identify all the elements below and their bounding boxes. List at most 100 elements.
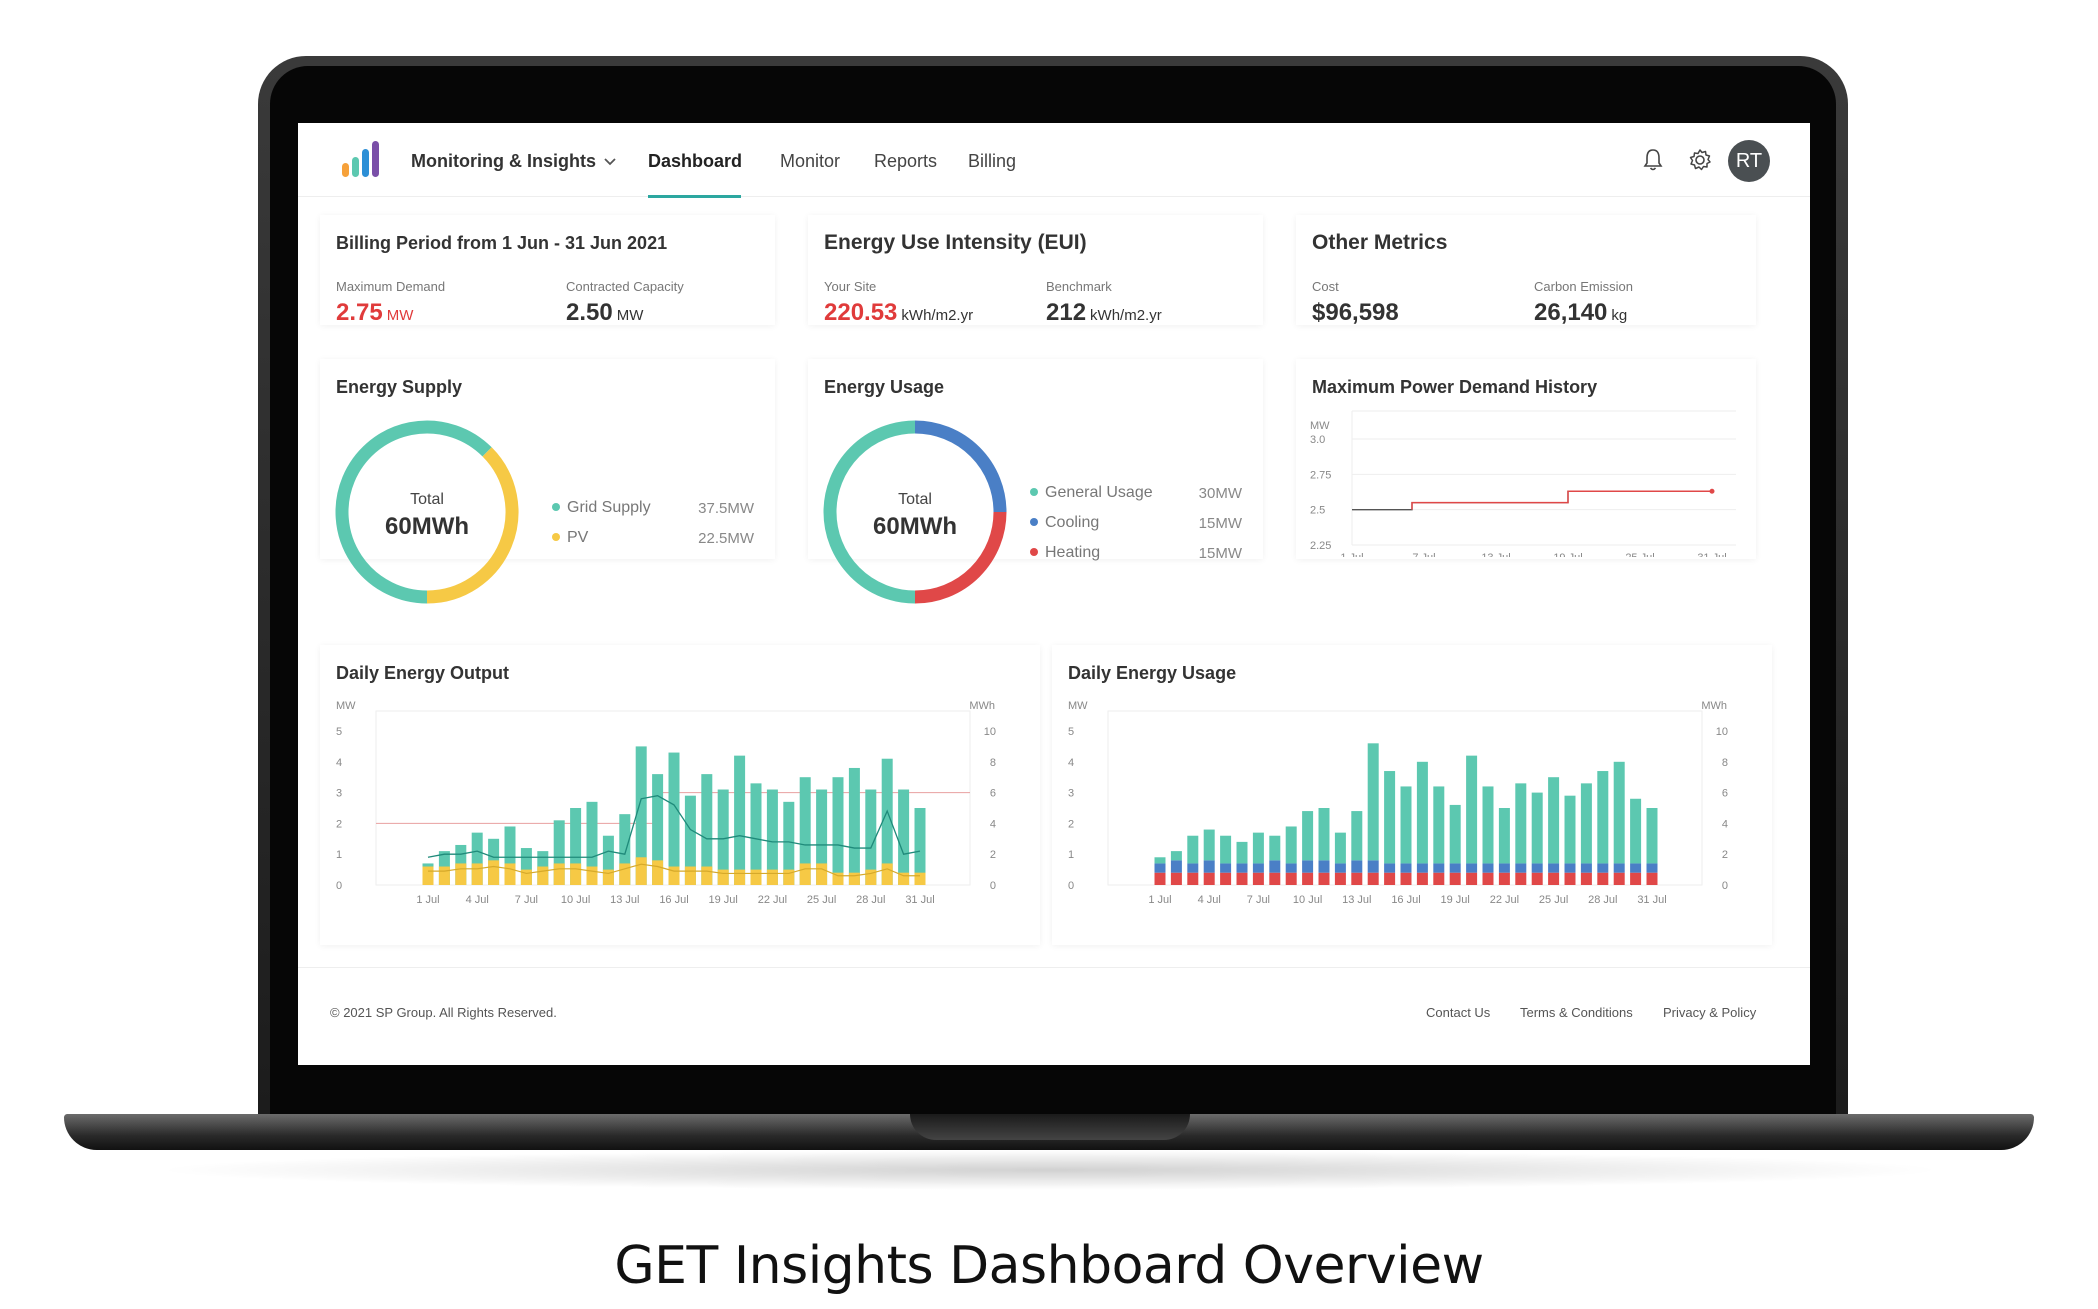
general-usage-label: General Usage [1045, 484, 1153, 501]
pv-trend-line [428, 863, 920, 877]
bar-pv [602, 869, 614, 885]
nav-dashboard[interactable]: Dashboard [648, 151, 743, 171]
footer-contact-link[interactable]: Contact Us [1426, 1005, 1491, 1020]
max-demand-number: 2.75 [336, 299, 383, 326]
bar-general-usage [1580, 783, 1592, 864]
max-demand-history-title: Maximum Power Demand History [1312, 377, 1598, 397]
bar-heating [1351, 872, 1363, 885]
energy-supply-donut[interactable] [332, 417, 522, 607]
max-demand-unit: MW [386, 307, 414, 324]
bar-grid-supply [750, 783, 762, 885]
bar-general-usage [1236, 841, 1248, 864]
energy-usage-donut[interactable] [820, 417, 1010, 607]
benchmark-label: Benchmark [1046, 279, 1112, 294]
daily-energy-usage-title: Daily Energy Usage [1068, 663, 1237, 683]
bar-grid-supply [520, 848, 532, 885]
bar-grid-supply [635, 746, 647, 885]
bar-pv [816, 863, 828, 885]
bar-heating [1334, 872, 1346, 885]
bar-cooling [1187, 863, 1199, 873]
app-logo-icon[interactable] [342, 139, 390, 179]
legend-general-usage: General Usage [1030, 484, 1153, 502]
legend-grid-supply: Grid Supply [552, 499, 651, 517]
energy-usage-card: Energy Usage Total 60MWh General Usage 3… [808, 359, 1263, 604]
user-avatar[interactable]: RT [1728, 140, 1770, 182]
gear-icon[interactable] [1685, 145, 1715, 175]
y-tick-right: 10 [1716, 726, 1728, 738]
max-demand-value: 2.75 MW [336, 299, 413, 327]
bar-pv [422, 866, 434, 885]
bar-heating [1203, 872, 1215, 885]
bar-pv [865, 869, 877, 885]
bar-general-usage [1466, 755, 1478, 864]
x-tick-label: 7 Jul [1412, 552, 1435, 557]
bar-pv [668, 866, 680, 885]
bar-grid-supply [799, 777, 811, 885]
nav-reports[interactable]: Reports [874, 151, 938, 171]
nav-billing[interactable]: Billing [968, 151, 1017, 171]
bar-cooling [1498, 863, 1510, 873]
bar-general-usage [1531, 792, 1543, 864]
product-switcher[interactable]: Monitoring & Insights [411, 151, 596, 171]
active-tab-indicator [648, 195, 741, 198]
bar-grid-supply [717, 789, 729, 885]
donut-slice-pv [426, 447, 519, 604]
carbon-label: Carbon Emission [1534, 279, 1633, 294]
bar-general-usage [1170, 851, 1182, 861]
bar-cooling [1252, 863, 1264, 873]
daily-energy-usage-chart[interactable]: MW MWh 5 10 4 8 3 6 2 4 1 2 0 0 1 Jul 4 Jul 7 Jul 10 Jul 1… [1052, 689, 1772, 943]
bar-heating [1646, 872, 1658, 885]
billing-title: Billing Period from 1 Jun - 31 Jun 2021 [336, 233, 668, 253]
bar-pv [635, 857, 647, 885]
bar-general-usage [1597, 771, 1609, 864]
bar-general-usage [1646, 808, 1658, 864]
x-tick-label: 1 Jul [416, 894, 439, 906]
bar-cooling [1285, 863, 1297, 873]
footer-divider [298, 967, 1810, 968]
other-metrics-card: Other Metrics Cost $96,598 Carbon Emissi… [1296, 215, 1756, 327]
max-demand-history-chart[interactable]: MW 3.0 2.75 2.5 2.25 1 Jul 7 Jul 13 Jul 19 Jul 25… [1296, 407, 1756, 557]
footer-terms-link[interactable]: Terms & Conditions [1520, 1005, 1633, 1020]
bar-general-usage [1367, 743, 1379, 861]
nav-monitor[interactable]: Monitor [780, 151, 841, 171]
bar-pv [438, 866, 450, 885]
y-tick-right: 8 [990, 757, 996, 769]
supply-total-value: 60MWh [385, 513, 469, 540]
bar-cooling [1302, 860, 1314, 873]
y-tick-left: 3 [1068, 788, 1074, 800]
bell-icon[interactable] [1638, 145, 1668, 175]
bar-grid-supply [652, 774, 664, 885]
legend-heating: Heating [1030, 544, 1100, 562]
bar-heating [1630, 872, 1642, 885]
x-tick-label: 4 Jul [466, 894, 489, 906]
y-tick-label: 2.25 [1310, 540, 1331, 552]
bar-pv [848, 872, 860, 885]
y-tick-left: 1 [1068, 849, 1074, 861]
carbon-number: 26,140 [1534, 299, 1608, 326]
cooling-dot [1030, 517, 1038, 526]
daily-energy-output-title: Daily Energy Output [336, 663, 510, 683]
chevron-down-icon[interactable] [603, 155, 617, 169]
heating-value: 15MW [1198, 545, 1242, 562]
y-tick-right: 0 [1722, 880, 1728, 892]
daily-energy-output-chart[interactable]: MW MWh 5 10 4 8 3 6 2 4 1 2 0 0 1 Jul 4 Jul 7 Jul 10 Jul 1… [320, 689, 1040, 943]
donut-slice-grid-supply [335, 420, 492, 604]
footer-privacy-link[interactable]: Privacy & Policy [1663, 1005, 1757, 1020]
bar-cooling [1416, 863, 1428, 873]
pv-value: 22.5MW [698, 530, 754, 547]
y-tick-label: 3.0 [1310, 434, 1325, 446]
energy-supply-card: Energy Supply Total 60MWh Grid Supply 37… [320, 359, 775, 604]
carbon-value: 26,140 kg [1534, 299, 1627, 327]
bar-pv [619, 863, 631, 885]
x-tick-label: 7 Jul [1247, 894, 1270, 906]
energy-supply-title: Energy Supply [336, 377, 463, 397]
bar-heating [1220, 872, 1232, 885]
bar-general-usage [1548, 777, 1560, 864]
cooling-label: Cooling [1045, 514, 1100, 531]
pv-dot [552, 532, 560, 541]
grid-supply-label: Grid Supply [567, 499, 651, 516]
carbon-unit: kg [1611, 307, 1628, 324]
bar-general-usage [1515, 783, 1527, 864]
bar-general-usage [1318, 808, 1330, 861]
bar-heating [1482, 872, 1494, 885]
